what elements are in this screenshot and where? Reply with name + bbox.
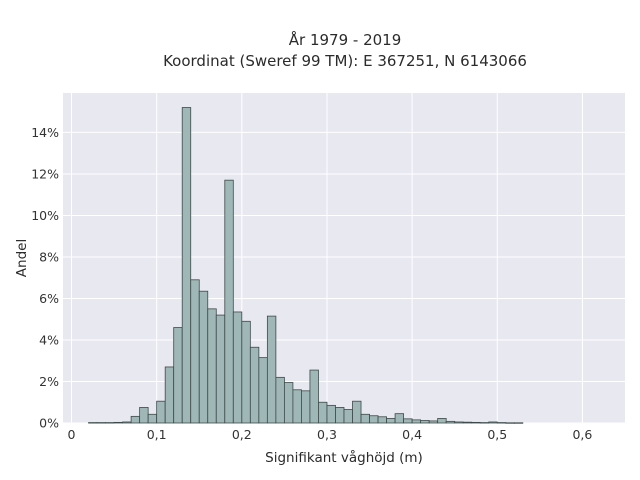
histogram-bar (258, 357, 268, 424)
y-tick-label: 10% (31, 208, 59, 223)
x-tick-label: 0,3 (317, 427, 337, 442)
histogram-bar (403, 418, 413, 424)
histogram-bar (215, 314, 226, 424)
histogram-bar (471, 421, 481, 424)
histogram-bar (130, 415, 141, 424)
histogram-bar (207, 308, 217, 424)
histogram-bar (147, 413, 158, 424)
histogram-bar (88, 422, 98, 424)
histogram-bar (513, 422, 524, 424)
histogram-bar (488, 421, 498, 424)
y-axis-ticks: 0% 2% 4% 6% 8% 10% 12% 14% (31, 125, 59, 431)
histogram-bar (445, 420, 456, 424)
histogram-bar (454, 421, 464, 424)
x-tick-label: 0,2 (232, 427, 252, 442)
x-axis-ticks: 0 0,1 0,2 0,3 0,4 0,5 0,6 (68, 427, 593, 442)
histogram-bar (96, 422, 106, 424)
y-axis-label: Andel (14, 239, 30, 277)
x-tick-label: 0,1 (147, 427, 167, 442)
histogram-bar (292, 389, 302, 424)
x-tick-label: 0,4 (402, 427, 422, 442)
histogram-bar (352, 400, 362, 424)
x-tick-label: 0,5 (487, 427, 507, 442)
histogram-bar (105, 422, 115, 424)
histogram-bar (420, 420, 430, 424)
histogram-bar (428, 420, 439, 424)
histogram-bar (309, 369, 319, 424)
histogram-bar (343, 409, 353, 424)
histogram-bar (505, 422, 515, 424)
histogram-bar (479, 422, 490, 424)
histogram-bar (394, 413, 405, 424)
histogram-bar (301, 390, 311, 424)
plot-area (63, 93, 625, 423)
grid-lines (63, 93, 625, 424)
histogram-bar (386, 418, 396, 424)
histogram-bar (173, 327, 183, 424)
histogram-bar (462, 421, 473, 424)
x-axis-label: Signifikant våghöjd (m) (265, 449, 423, 466)
x-tick-label: 0,6 (572, 427, 592, 442)
histogram-bar (318, 401, 328, 424)
histogram-bar (232, 311, 243, 424)
histogram-bar (190, 279, 200, 424)
histogram-bar (164, 366, 175, 424)
y-tick-label: 6% (39, 291, 59, 306)
histogram-bar (249, 346, 260, 424)
y-tick-label: 4% (39, 332, 59, 347)
histogram-bar (122, 421, 132, 424)
histogram-bar (224, 179, 234, 424)
histogram-bar (369, 415, 379, 424)
histogram-bar (496, 422, 507, 424)
y-tick-label: 12% (31, 166, 59, 181)
histogram-bar (411, 419, 422, 424)
histogram-bar (181, 107, 192, 424)
y-tick-label: 8% (39, 249, 59, 264)
chart-subtitle: Koordinat (Sweref 99 TM): E 367251, N 61… (163, 52, 527, 70)
histogram-bar (241, 320, 251, 424)
histogram-bar (335, 407, 345, 424)
y-tick-label: 14% (31, 125, 59, 140)
histogram-bar (283, 382, 294, 424)
bars (88, 107, 524, 424)
histogram-bar (275, 376, 285, 424)
histogram-bar (360, 413, 370, 424)
histogram-bar (156, 400, 166, 424)
histogram-bar (326, 404, 336, 424)
histogram-bar (377, 416, 387, 424)
histogram-bar (198, 290, 209, 424)
histogram-bar (437, 418, 447, 424)
x-tick-label: 0 (68, 427, 76, 442)
histogram-bar (113, 421, 124, 424)
histogram-bar (266, 315, 277, 424)
chart-title: År 1979 - 2019 (289, 30, 402, 49)
y-tick-label: 2% (39, 374, 59, 389)
histogram-bar (139, 407, 149, 424)
y-tick-label: 0% (39, 416, 59, 431)
